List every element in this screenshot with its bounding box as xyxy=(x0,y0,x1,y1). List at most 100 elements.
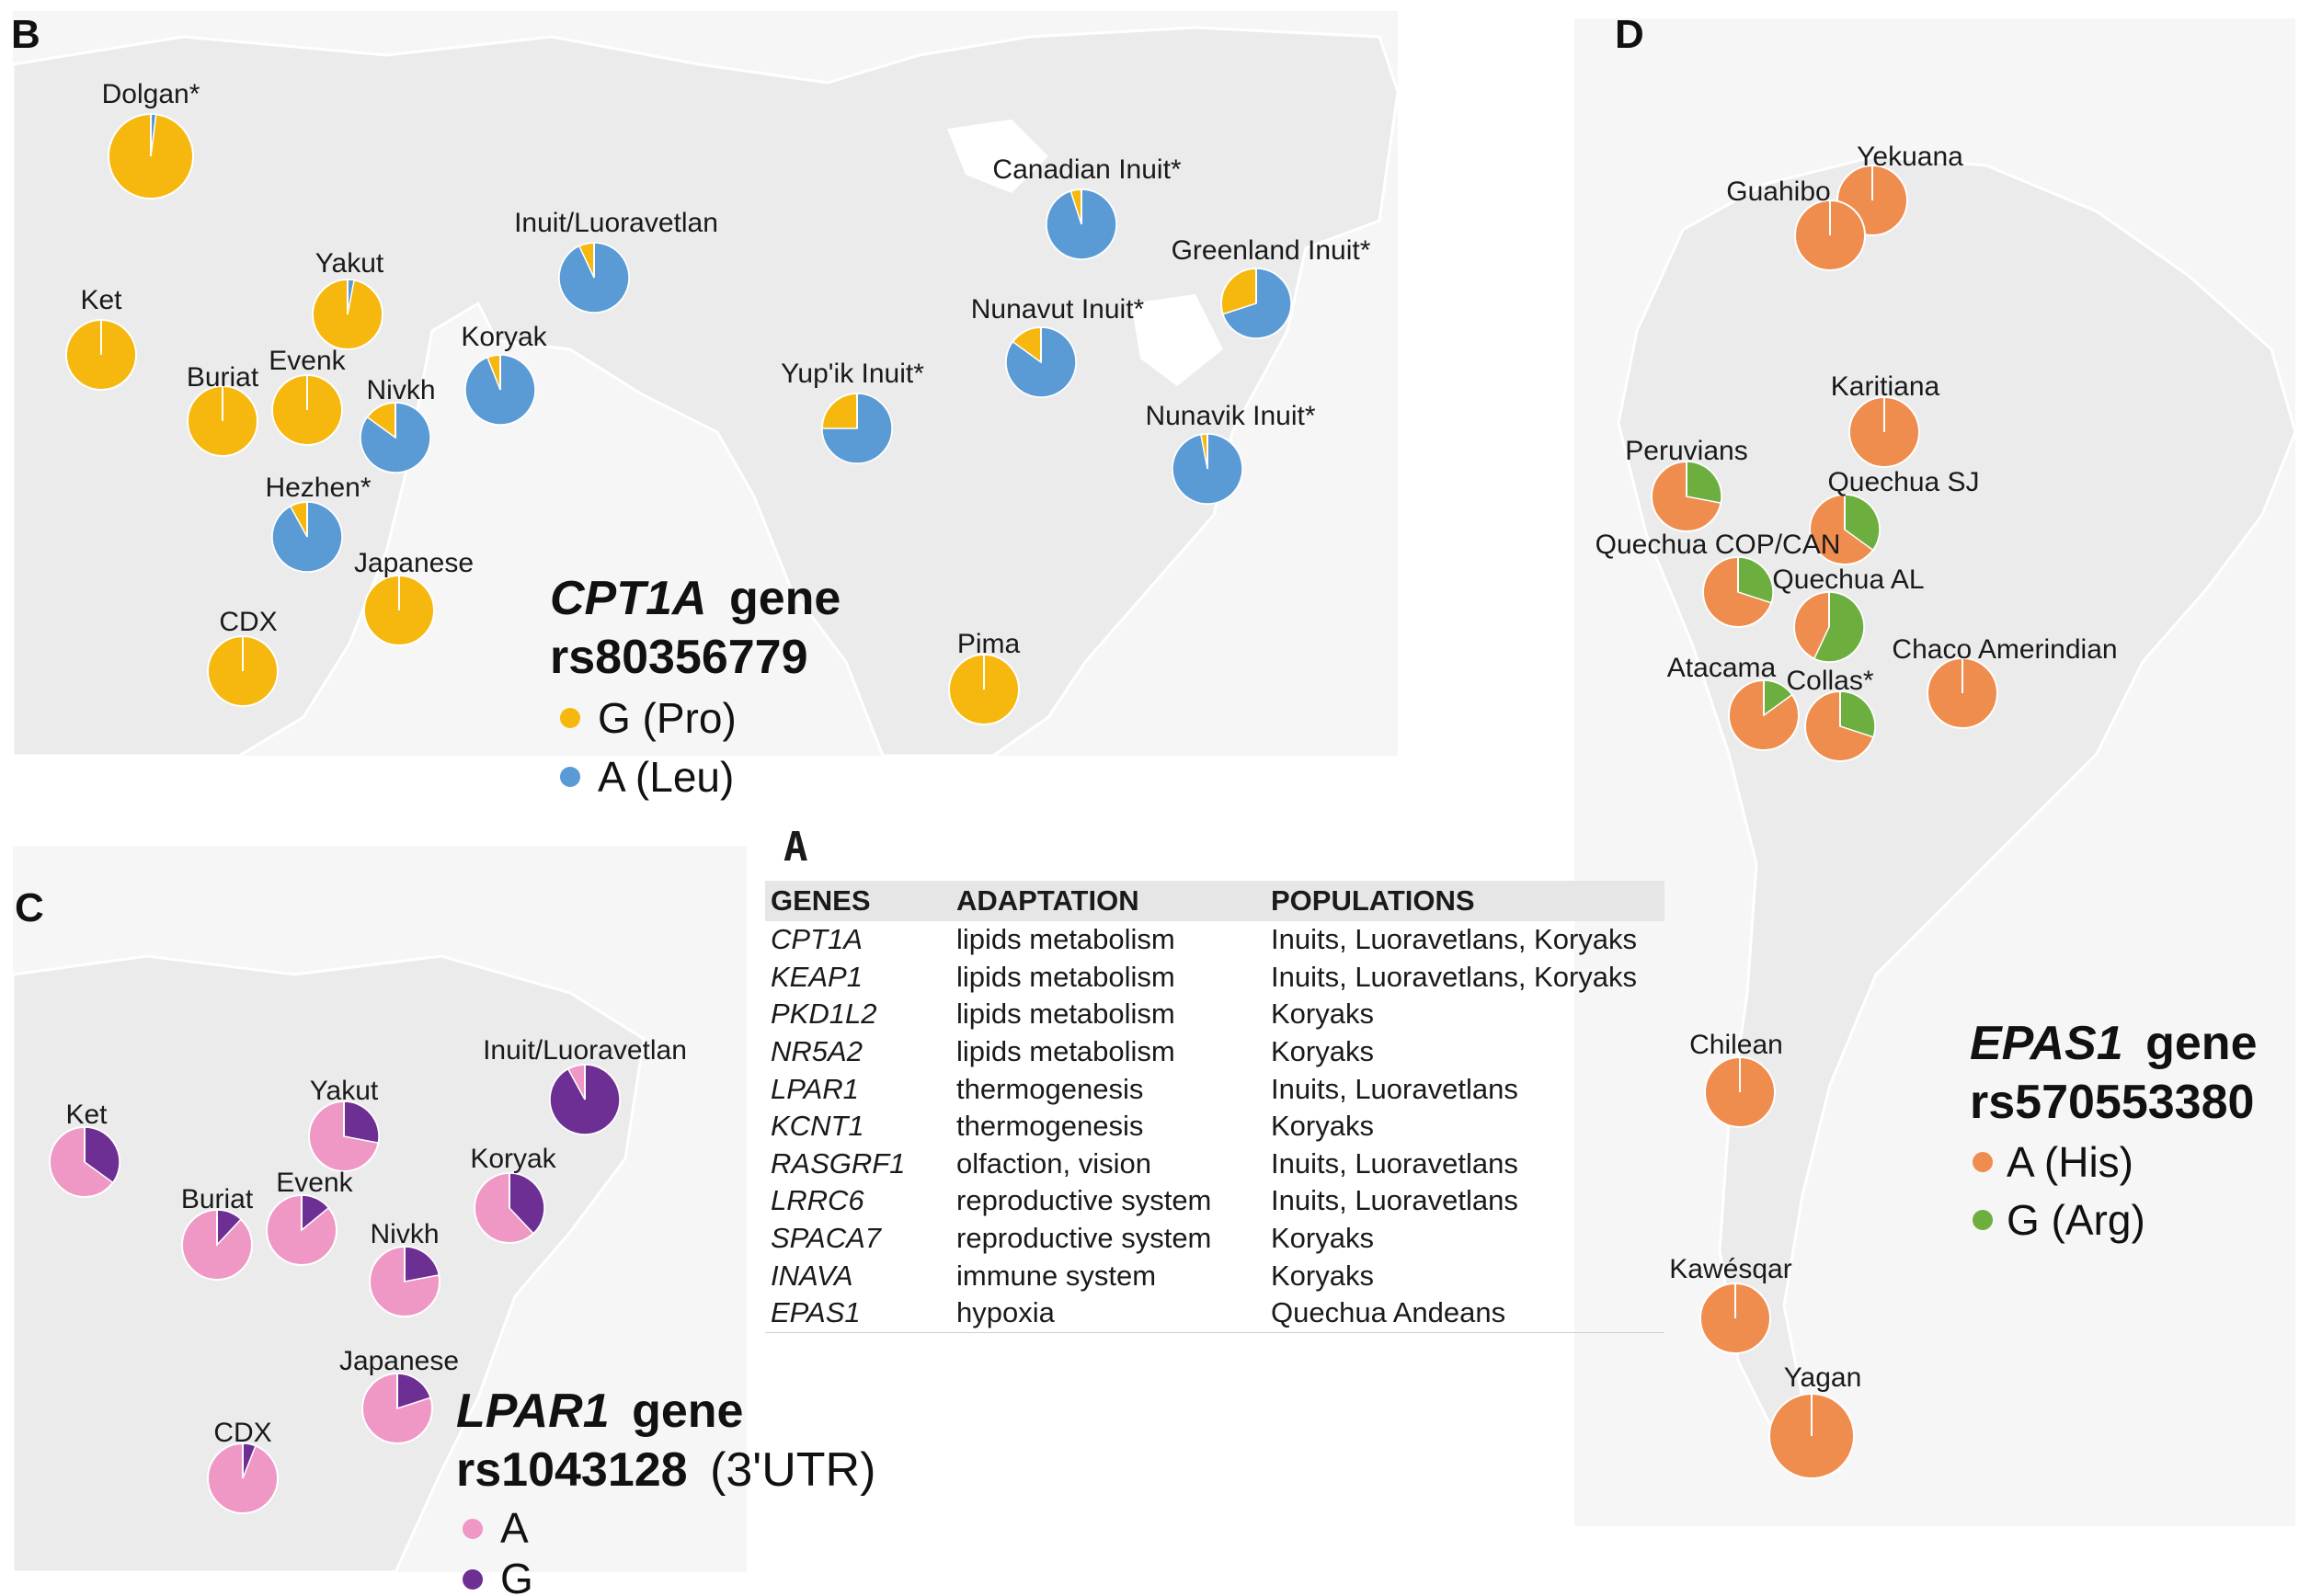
populations-cell: Inuits, Luoravetlans xyxy=(1265,1070,1664,1108)
populations-cell: Koryaks xyxy=(1265,1220,1664,1258)
gene-b-suffix: gene xyxy=(729,572,841,625)
populations-cell: Quechua Andeans xyxy=(1265,1294,1664,1332)
adaptation-cell: reproductive system xyxy=(951,1182,1265,1220)
table-row: RASGRF1 olfaction, vision Inuits, Luoravet… xyxy=(765,1146,1664,1183)
populations-cell: Koryaks xyxy=(1265,1033,1664,1071)
legend-b-label-1: A (Leu) xyxy=(598,753,734,801)
gene-cell: LRRC6 xyxy=(765,1182,951,1220)
svg-text:rs1043128 (3'UTR): rs1043128 (3'UTR) xyxy=(456,1443,875,1497)
col-header-genes: GENES xyxy=(765,881,951,921)
population-label: Koryak xyxy=(461,322,547,352)
legend-b-swatch-1 xyxy=(560,767,580,787)
pie-b-5: Nivkh xyxy=(360,375,436,473)
legend-c-label-1: G xyxy=(500,1555,533,1596)
population-label: Kawésqar xyxy=(1669,1254,1791,1284)
legend-c-swatch-1 xyxy=(463,1569,483,1590)
population-label: Nivkh xyxy=(370,1219,439,1249)
population-label: Canadian Inuit* xyxy=(992,154,1181,185)
svg-text:LPAR1 gene: LPAR1 gene xyxy=(456,1385,743,1438)
snp-d: rs570553380 xyxy=(1970,1076,2254,1129)
populations-cell: Inuits, Luoravetlans xyxy=(1265,1146,1664,1183)
population-label: Chilean xyxy=(1689,1030,1783,1060)
panel-letter-a: A xyxy=(783,824,808,871)
population-label: Yakut xyxy=(315,248,384,279)
pie-b-8: CDX xyxy=(208,607,278,706)
adaptation-cell: lipids metabolism xyxy=(951,1033,1265,1071)
population-label: Collas* xyxy=(1786,666,1873,696)
gene-cell: RASGRF1 xyxy=(765,1146,951,1183)
population-label: Evenk xyxy=(269,346,346,376)
population-label: Peruvians xyxy=(1625,436,1747,466)
gene-cell: EPAS1 xyxy=(765,1294,951,1332)
snp-b: rs80356779 xyxy=(550,631,808,684)
gene-cell: PKD1L2 xyxy=(765,996,951,1033)
population-label: Japanese xyxy=(354,548,474,578)
legend-c-swatch-0 xyxy=(463,1519,483,1539)
pie-c-1: Yakut xyxy=(309,1076,379,1171)
legend-b-label-0: G (Pro) xyxy=(598,694,737,742)
population-label: CDX xyxy=(219,607,277,637)
population-label: Greenland Inuit* xyxy=(1172,235,1371,266)
gene-cell: CPT1A xyxy=(765,921,951,959)
panel-letter-c: C xyxy=(15,885,44,930)
population-label: Evenk xyxy=(276,1168,353,1198)
pie-b-0: Dolgan* xyxy=(102,79,200,199)
gene-d-suffix: gene xyxy=(2145,1017,2257,1070)
table-row: LPAR1 thermogenesis Inuits, Luoravetlans xyxy=(765,1070,1664,1108)
populations-cell: Koryaks xyxy=(1265,996,1664,1033)
population-label: Quechua AL xyxy=(1772,564,1924,595)
snp-c-suffix: (3'UTR) xyxy=(710,1443,875,1497)
pie-c-8: CDX xyxy=(208,1418,278,1513)
population-label: Nivkh xyxy=(366,375,435,405)
population-label: Nunavut Inuit* xyxy=(971,294,1145,325)
gene-cell: SPACA7 xyxy=(765,1220,951,1258)
adaptation-cell: immune system xyxy=(951,1257,1265,1294)
population-label: Nunavik Inuit* xyxy=(1145,401,1315,431)
adaptation-cell: lipids metabolism xyxy=(951,921,1265,959)
pie-b-16: Pima xyxy=(949,629,1020,724)
adaptation-cell: lipids metabolism xyxy=(951,959,1265,997)
map-d xyxy=(1574,18,2295,1526)
population-label: Guahibo xyxy=(1726,177,1830,207)
adaptation-cell: reproductive system xyxy=(951,1220,1265,1258)
gene-cell: KEAP1 xyxy=(765,959,951,997)
table-row: CPT1A lipids metabolism Inuits, Luoravetla… xyxy=(765,921,1664,959)
gene-c-name: LPAR1 xyxy=(456,1385,610,1438)
pie-b-3: Buriat xyxy=(187,362,259,456)
table-row: LRRC6 reproductive system Inuits, Luoravet… xyxy=(765,1182,1664,1220)
table-row: NR5A2 lipids metabolism Koryaks xyxy=(765,1033,1664,1071)
adaptation-cell: thermogenesis xyxy=(951,1070,1265,1108)
population-label: Buriat xyxy=(181,1184,254,1214)
populations-cell: Inuits, Luoravetlans xyxy=(1265,1182,1664,1220)
population-label: Ket xyxy=(80,285,122,315)
table-row: KCNT1 thermogenesis Koryaks xyxy=(765,1108,1664,1146)
population-label: Dolgan* xyxy=(102,79,200,109)
population-label: Buriat xyxy=(187,362,259,393)
col-header-populations: POPULATIONS xyxy=(1265,881,1664,921)
population-label: Quechua SJ xyxy=(1827,467,1979,497)
gene-cell: KCNT1 xyxy=(765,1108,951,1146)
adaptation-cell: olfaction, vision xyxy=(951,1146,1265,1183)
adaptation-cell: lipids metabolism xyxy=(951,996,1265,1033)
population-label: Koryak xyxy=(470,1144,556,1174)
population-label: Japanese xyxy=(339,1346,459,1376)
gene-b-name: CPT1A xyxy=(550,572,706,625)
panel-letter-b: B xyxy=(11,12,40,57)
adaptation-cell: thermogenesis xyxy=(951,1108,1265,1146)
population-label: Atacama xyxy=(1667,653,1777,683)
populations-cell: Koryaks xyxy=(1265,1108,1664,1146)
pie-c-4: Nivkh xyxy=(370,1219,440,1317)
populations-cell: Inuits, Luoravetlans, Koryaks xyxy=(1265,921,1664,959)
population-label: Yagan xyxy=(1784,1362,1862,1393)
panel-letter-d: D xyxy=(1615,12,1644,57)
population-label: Chaco Amerindian xyxy=(1892,634,2117,665)
gene-cell: LPAR1 xyxy=(765,1070,951,1108)
populations-cell: Koryaks xyxy=(1265,1257,1664,1294)
legend-b-swatch-0 xyxy=(560,708,580,728)
population-label: CDX xyxy=(213,1418,271,1448)
population-label: Karitiana xyxy=(1831,371,1940,402)
population-label: Inuit/Luoravetlan xyxy=(483,1035,687,1066)
snp-c: rs1043128 xyxy=(456,1443,688,1497)
legend-d-swatch-1 xyxy=(1973,1210,1993,1230)
